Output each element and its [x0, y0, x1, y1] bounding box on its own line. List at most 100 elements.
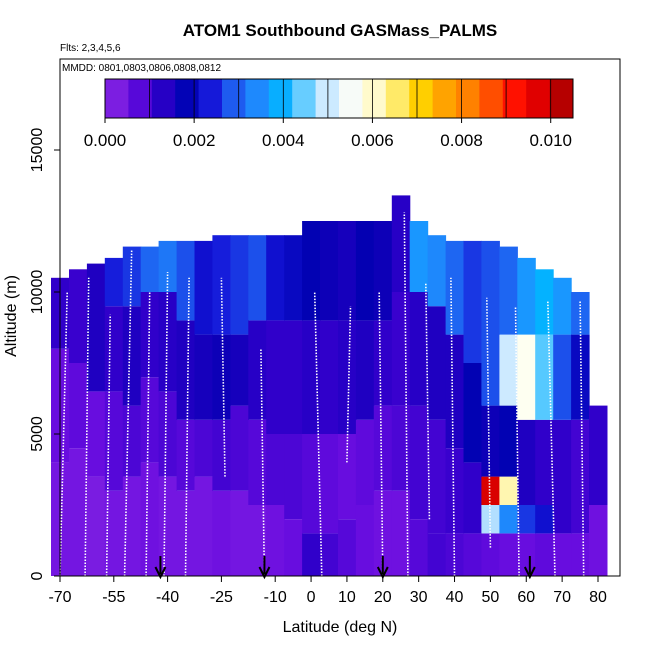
colorbar-segment — [339, 79, 363, 118]
x-axis: -70 -55 -40 -25 -10 0 10 20 30 40 50 60 70 80 — [48, 575, 620, 606]
heatmap-cell — [104, 257, 124, 307]
heatmap-cell — [391, 490, 411, 576]
x-tick-label: 80 — [589, 589, 607, 606]
heatmap-cell — [158, 240, 178, 292]
heatmap-cell — [338, 519, 357, 576]
heatmap-cell — [212, 235, 231, 335]
heatmap-cell — [463, 363, 482, 463]
heatmap-cell — [409, 292, 429, 406]
heatmap-cell — [194, 476, 213, 576]
x-tick-label: 20 — [374, 589, 392, 606]
heatmap-cell — [553, 277, 572, 335]
heatmap-cell — [517, 505, 536, 534]
heatmap-cell — [517, 533, 536, 576]
heatmap-cell — [320, 434, 339, 534]
flight-track — [547, 300, 556, 577]
colorbar-tick-label: 0.006 — [351, 131, 394, 150]
flight-track — [145, 291, 151, 577]
heatmap-cell — [266, 320, 285, 434]
heatmap-cell — [140, 462, 160, 576]
x-tick-label: 30 — [410, 589, 428, 606]
flight-track — [486, 297, 492, 548]
heatmap-cell — [176, 419, 196, 491]
colorbar-segment — [105, 79, 129, 118]
colorbar-segment — [432, 79, 457, 118]
heatmap-cell — [86, 476, 106, 576]
heatmap-cell — [391, 195, 411, 292]
flight-track — [220, 277, 226, 477]
heatmap-cell — [373, 221, 393, 321]
heatmap-cell — [481, 533, 500, 576]
heatmap-cell — [158, 391, 178, 477]
heatmap-cell — [140, 246, 160, 292]
x-tick-label: 50 — [482, 589, 500, 606]
heatmap-cell — [571, 533, 590, 576]
colorbar-frame — [104, 78, 574, 119]
heatmap-cell — [140, 377, 160, 463]
y-tick-label: 10000 — [29, 270, 46, 315]
flight-track — [425, 283, 431, 520]
heatmap-cell — [230, 334, 249, 406]
latitude-arrow-head — [258, 566, 271, 580]
colorbar: 0.000 0.002 0.004 0.006 0.008 0.010 — [84, 78, 574, 150]
heatmap-cell — [104, 490, 124, 576]
heatmap-cell — [553, 419, 572, 534]
heatmap-cell — [284, 320, 303, 434]
heatmap-cell — [553, 533, 572, 576]
heatmap-cell — [499, 334, 518, 406]
heatmap-cell — [553, 334, 572, 420]
colorbar-tick-label: 0.010 — [529, 131, 572, 150]
heatmap-cell — [104, 306, 124, 392]
heatmap-cell — [176, 240, 196, 321]
heatmap-cell — [248, 235, 267, 321]
y-tick-label: 5000 — [29, 416, 46, 452]
flight-track — [59, 291, 68, 577]
heatmap-cell — [589, 405, 608, 505]
heatmap-cell — [158, 476, 178, 576]
heatmap-cell — [69, 448, 88, 576]
x-axis-label: Latitude (deg N) — [283, 619, 398, 636]
heatmap-cell — [391, 292, 411, 406]
heatmap-cell — [69, 269, 88, 363]
heatmap-cell — [212, 490, 231, 576]
latitude-arrow-head — [523, 566, 536, 580]
heatmap-cell — [230, 405, 249, 491]
heatmap-cell — [338, 434, 357, 520]
heatmap-cell — [355, 505, 375, 576]
heatmap-cell — [122, 405, 142, 477]
heatmap-cell — [535, 505, 554, 534]
heatmap-cell — [122, 246, 142, 307]
x-tick-label: 40 — [446, 589, 464, 606]
heatmap-cell — [499, 533, 518, 576]
flights-label: Flts: 2,3,4,5,6 — [60, 43, 121, 54]
heatmap-cell — [86, 263, 106, 392]
heatmap-cell — [158, 292, 178, 392]
heatmap-cell — [284, 519, 303, 576]
colorbar-segment — [456, 79, 480, 118]
heatmap-cell — [230, 235, 249, 335]
colorbar-segment — [409, 79, 434, 118]
flight-track — [163, 272, 169, 577]
x-tick-label: 0 — [307, 589, 316, 606]
heatmap-cell — [499, 405, 518, 477]
flight-tracks-layer — [59, 212, 585, 577]
heatmap-cell — [409, 221, 429, 292]
heatmap-cell — [69, 363, 88, 449]
colorbar-segment — [175, 79, 200, 118]
heatmap-cell — [355, 320, 375, 420]
colorbar-segment — [479, 79, 504, 118]
flight-track — [378, 291, 384, 577]
colorbar-segment — [198, 79, 223, 118]
heatmap-cell — [427, 235, 447, 307]
heatmap-cell — [571, 419, 590, 534]
colorbar-segment — [292, 79, 317, 118]
colorbar-segment — [245, 79, 270, 118]
heatmap-cell — [481, 240, 500, 406]
colorbar-segment — [502, 79, 527, 118]
heatmap-cell — [302, 533, 321, 576]
colorbar-tick-label: 0.008 — [440, 131, 483, 150]
heatmap-cell — [194, 240, 213, 335]
flight-track — [123, 249, 133, 577]
chart-title: ATOM1 Southbound GASMass_PALMS — [183, 21, 498, 40]
